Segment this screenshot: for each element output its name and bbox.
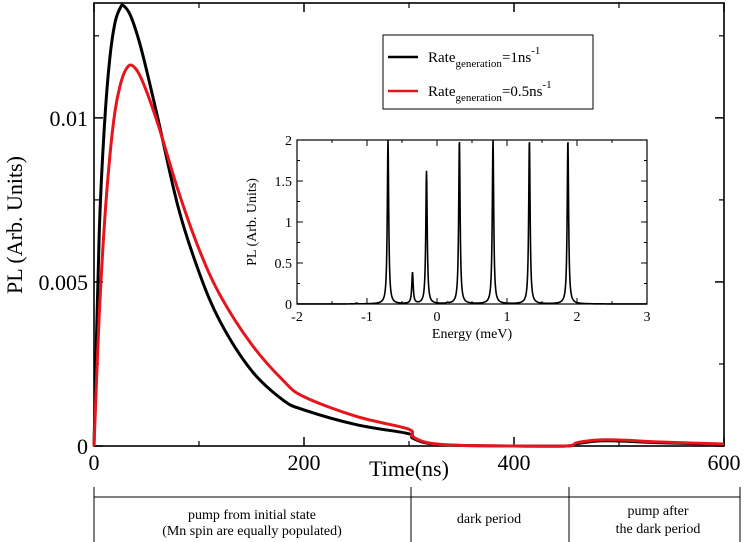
inset-axis-ticks: -2 -1 0 1 2 3 0 0.5 1 1.5 2	[275, 134, 651, 325]
legend: Rategeneration=1ns-1 Rategeneration=0.5n…	[382, 34, 594, 110]
main-series-group	[92, 3, 725, 448]
inset-x-tick-label: 0	[434, 310, 441, 325]
legend-entry-2-sup: -1	[542, 79, 551, 91]
legend-entry-2-sub: generation	[456, 92, 503, 104]
main-x-tick-label: 600	[708, 450, 741, 475]
inset-plot: -2 -1 0 1 2 3 0 0.5 1 1.5 2 Energy (meV) PL (Arb. …	[245, 134, 651, 342]
period-3-line-2: the dark period	[616, 522, 701, 537]
period-1-line-1: pump from initial state	[188, 508, 316, 523]
legend-entry-1: Rategeneration=1ns-1	[428, 45, 540, 70]
inset-y-tick-label: 1.5	[275, 175, 293, 190]
legend-entry-1-mid: =1ns	[502, 50, 531, 66]
inset-plot-frame	[296, 139, 648, 305]
main-x-tick-label: 400	[498, 450, 531, 475]
inset-y-axis-label: PL (Arb. Units)	[245, 178, 260, 266]
main-y-tick-label: 0.005	[39, 270, 89, 295]
main-y-axis-label: PL (Arb. Units)	[2, 156, 27, 294]
main-x-tick-label: 200	[288, 450, 321, 475]
inset-x-tick-label: -1	[361, 310, 373, 325]
period-2-line-1: dark period	[457, 512, 521, 527]
main-x-tick-label: 0	[89, 450, 100, 475]
period-1-line-2: (Mn spin are equally populated)	[162, 524, 342, 539]
inset-y-tick-label: 1	[285, 216, 292, 231]
inset-x-tick-label: -2	[291, 310, 303, 325]
inset-y-tick-label: 0	[285, 298, 292, 313]
time-period-annotations: pump from initial state (Mn spin are equ…	[93, 487, 741, 542]
legend-box	[382, 34, 594, 110]
main-series-line-2	[92, 63, 725, 448]
period-3-line-1: pump after	[627, 504, 688, 519]
main-y-tick-label: 0.01	[50, 106, 89, 131]
legend-entry-1-prefix: Rate	[428, 50, 456, 66]
legend-entry-1-sub: generation	[456, 58, 503, 70]
inset-x-tick-label: 3	[644, 310, 651, 325]
legend-entry-2: Rategeneration=0.5ns-1	[428, 79, 552, 104]
inset-y-tick-label: 2	[285, 134, 292, 149]
main-x-axis-label: Time(ns)	[369, 456, 449, 481]
legend-entry-1-sup: -1	[531, 45, 540, 57]
inset-x-axis-label: Energy (meV)	[432, 327, 513, 342]
main-y-tick-label: 0	[77, 434, 88, 459]
inset-x-tick-label: 1	[504, 310, 511, 325]
inset-x-tick-label: 2	[574, 310, 581, 325]
legend-entry-2-prefix: Rate	[428, 84, 456, 100]
inset-y-tick-label: 0.5	[275, 257, 293, 272]
legend-entry-2-mid: =0.5ns	[502, 84, 543, 100]
